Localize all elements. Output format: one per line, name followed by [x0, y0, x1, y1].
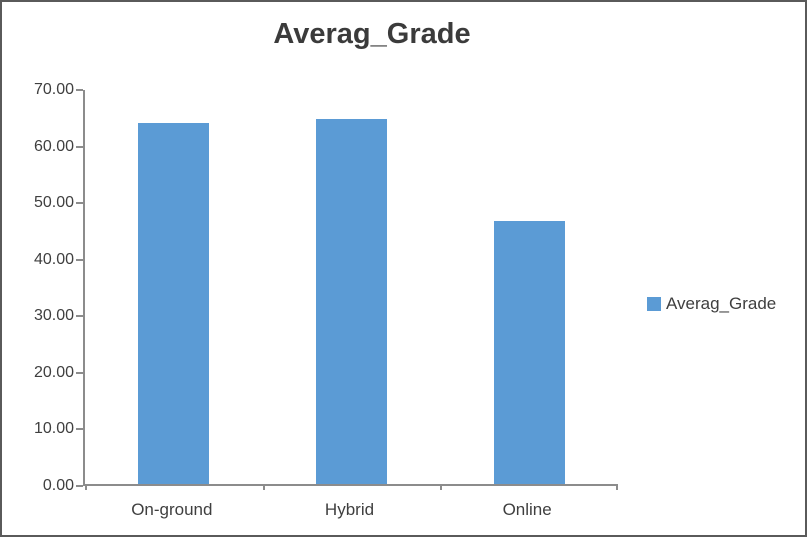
y-axis-tick	[76, 371, 83, 374]
legend-swatch-icon	[647, 297, 661, 311]
y-axis-tick	[76, 145, 83, 148]
plot-area	[83, 90, 618, 490]
y-axis-tick-label: 20.00	[33, 363, 74, 381]
x-axis-category-label: Hybrid	[324, 500, 375, 519]
y-axis-tick-label: 70.00	[33, 81, 74, 98]
y-axis-tick-label: 30.00	[33, 307, 74, 325]
y-axis-tick	[76, 428, 83, 431]
x-axis-category-label: On-ground	[131, 500, 213, 519]
y-axis-tick-label: 50.00	[33, 194, 74, 212]
y-axis-tick-label: 60.00	[33, 137, 74, 155]
y-axis-tick	[76, 89, 83, 91]
y-axis-tick	[76, 485, 83, 487]
legend-label: Averag_Grade	[666, 294, 777, 313]
x-axis-tick	[85, 484, 87, 490]
y-axis-tick	[76, 202, 83, 205]
bar-online	[493, 221, 565, 484]
chart-title: Averag_Grade	[273, 18, 471, 50]
y-axis-tick-label: 10.00	[33, 420, 74, 438]
bar-hybrid	[316, 119, 387, 484]
x-axis-category-label: Online	[502, 500, 552, 519]
y-axis-tick	[76, 315, 83, 318]
y-axis-tick	[76, 258, 83, 261]
x-axis-tick	[262, 484, 265, 490]
bar-on-ground	[138, 123, 210, 484]
x-axis-tick	[616, 484, 618, 490]
legend: Averag_Grade	[647, 294, 776, 314]
x-axis-tick	[440, 484, 443, 490]
y-axis-tick-label: 0.00	[42, 477, 74, 494]
y-axis-tick-label: 40.00	[33, 250, 74, 268]
